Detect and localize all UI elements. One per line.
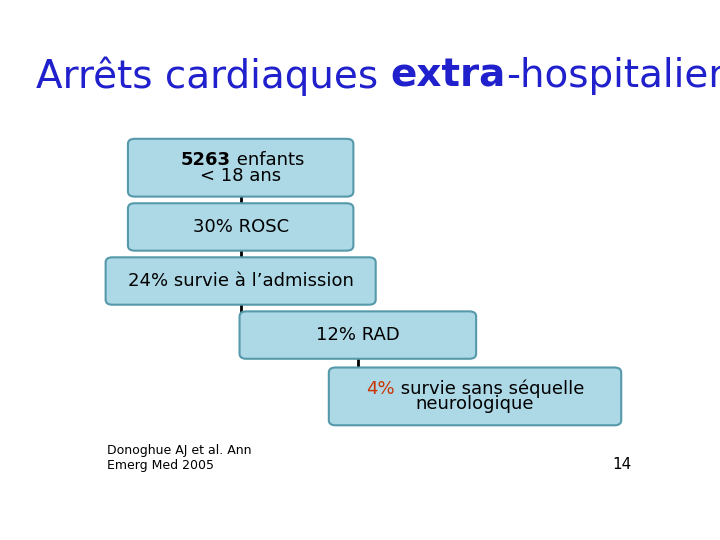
- Text: 30% ROSC: 30% ROSC: [192, 218, 289, 236]
- Text: Donoghue AJ et al. Ann
Emerg Med 2005: Donoghue AJ et al. Ann Emerg Med 2005: [107, 444, 251, 472]
- FancyBboxPatch shape: [128, 203, 354, 251]
- Text: extra: extra: [390, 57, 505, 94]
- FancyBboxPatch shape: [106, 258, 376, 305]
- Text: 5263: 5263: [181, 151, 231, 169]
- Text: 24% survie à l’admission: 24% survie à l’admission: [127, 272, 354, 290]
- Text: Arrêts cardiaques: Arrêts cardiaques: [36, 57, 390, 96]
- Text: survie sans séquelle: survie sans séquelle: [395, 379, 584, 398]
- Text: neurologique: neurologique: [415, 395, 534, 413]
- FancyBboxPatch shape: [128, 139, 354, 197]
- FancyBboxPatch shape: [240, 312, 476, 359]
- Text: 14: 14: [612, 457, 631, 472]
- Text: -hospitaliers: -hospitaliers: [505, 57, 720, 94]
- Text: 4%: 4%: [366, 380, 395, 397]
- FancyBboxPatch shape: [329, 368, 621, 426]
- Text: < 18 ans: < 18 ans: [200, 167, 282, 185]
- Text: enfants: enfants: [231, 151, 305, 169]
- Text: 12% RAD: 12% RAD: [316, 326, 400, 344]
